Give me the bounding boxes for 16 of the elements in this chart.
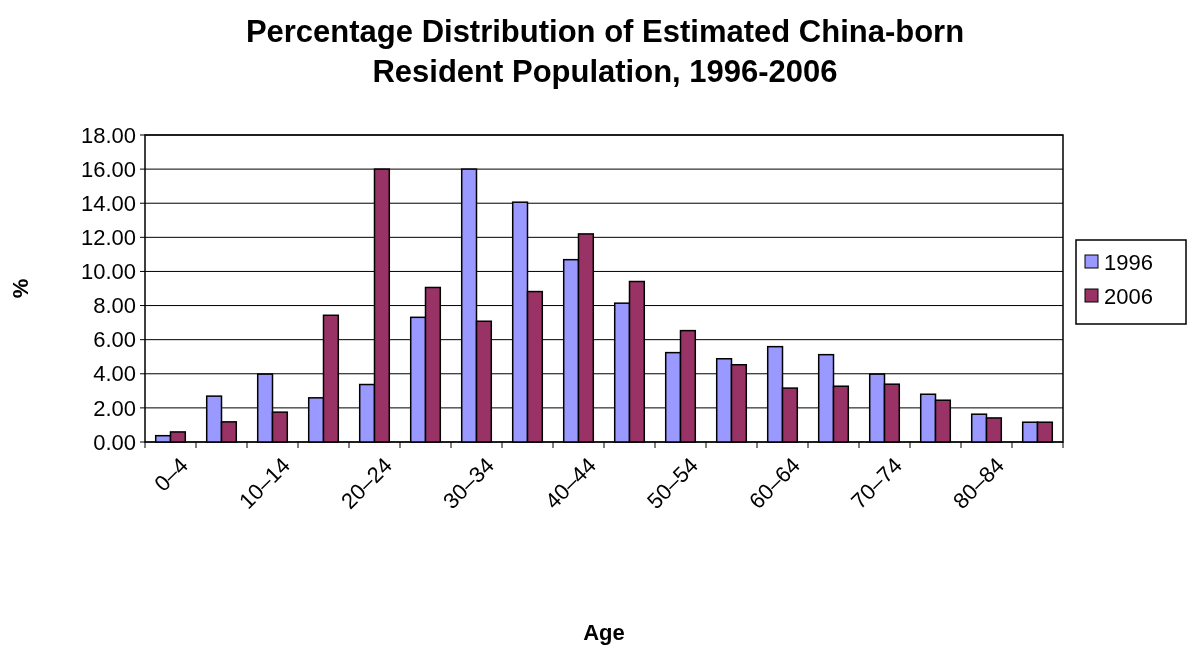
y-tick-label: 14.00 — [80, 190, 136, 216]
y-tick-label: 6.00 — [93, 327, 136, 353]
y-tick-label: 16.00 — [80, 156, 136, 182]
y-tick-label: 10.00 — [80, 259, 136, 285]
y-axis-title: % — [8, 278, 33, 299]
x-tick-label: 0–4 — [149, 452, 193, 497]
y-tick-label: 8.00 — [93, 293, 136, 319]
x-axis-title: Age — [583, 620, 625, 645]
y-tick-label: 0.00 — [93, 429, 136, 455]
y-tick-label: 18.00 — [80, 122, 136, 148]
y-tick-label: 4.00 — [93, 361, 136, 387]
legend-label: 2006 — [1104, 283, 1153, 309]
y-tick-label: 2.00 — [93, 395, 136, 421]
legend-label: 1996 — [1104, 249, 1153, 275]
chart-title: Percentage Distribution of Estimated China-born Resident Population, 1996-2006 — [245, 14, 965, 89]
y-tick-label: 12.00 — [80, 225, 136, 251]
